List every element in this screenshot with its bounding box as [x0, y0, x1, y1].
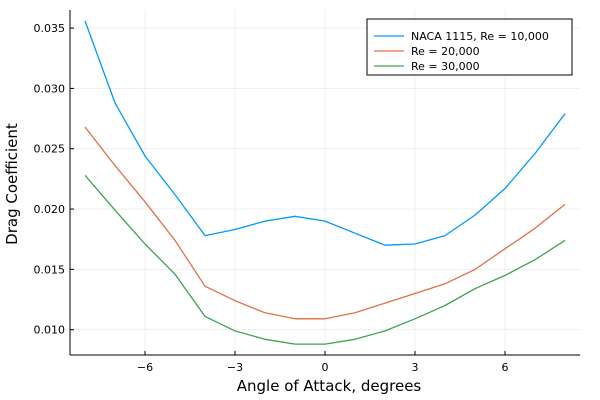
series-3: [84, 174, 566, 345]
y-tick-label: 0.025: [34, 143, 66, 156]
x-tick-label: 3: [412, 361, 419, 374]
y-tick-label: 0.015: [34, 263, 66, 276]
legend-label: Re = 20,000: [411, 45, 480, 58]
series-layer: [84, 20, 566, 345]
y-tick-label: 0.035: [34, 22, 66, 35]
series-1: [84, 20, 566, 246]
series-line: [84, 126, 566, 320]
y-tick-label: 0.010: [34, 324, 66, 337]
legend-label: Re = 30,000: [411, 60, 480, 73]
legend-label: NACA 1115, Re = 10,000: [411, 30, 549, 43]
y-tick-label: 0.020: [34, 203, 66, 216]
series-line: [84, 174, 566, 345]
y-tick-label: 0.030: [34, 82, 66, 95]
legend: NACA 1115, Re = 10,000 Re = 20,000 Re = 30…: [366, 18, 573, 76]
grid-lines: [70, 10, 580, 355]
x-tick-label: −3: [227, 361, 243, 374]
x-tick-label: −6: [137, 361, 153, 374]
y-axis-title: Drag Coefficient: [3, 123, 21, 245]
series-2: [84, 126, 566, 320]
x-axis-title: Angle of Attack, degrees: [237, 377, 422, 395]
x-tick-label: 0: [322, 361, 329, 374]
x-ticks: −6 −3 0 3 6: [137, 351, 509, 374]
y-ticks: 0.010 0.015 0.020 0.025 0.030 0.035: [34, 22, 74, 337]
x-tick-label: 6: [502, 361, 509, 374]
